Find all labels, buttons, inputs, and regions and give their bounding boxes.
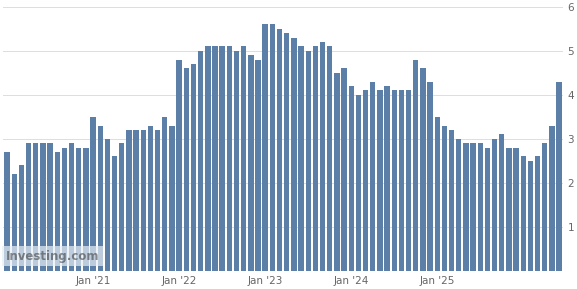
- Bar: [205, 46, 211, 271]
- Bar: [520, 156, 526, 271]
- Bar: [377, 90, 383, 271]
- Bar: [499, 134, 504, 271]
- Bar: [542, 143, 548, 271]
- Bar: [169, 125, 175, 271]
- Bar: [492, 139, 497, 271]
- Bar: [141, 130, 146, 271]
- Bar: [5, 152, 10, 271]
- Bar: [47, 143, 53, 271]
- Bar: [556, 81, 562, 271]
- Bar: [506, 147, 512, 271]
- Bar: [349, 86, 354, 271]
- Bar: [105, 139, 110, 271]
- Bar: [384, 86, 389, 271]
- Bar: [133, 130, 139, 271]
- Bar: [191, 64, 196, 271]
- Bar: [420, 68, 426, 271]
- Bar: [535, 156, 540, 271]
- Bar: [91, 117, 96, 271]
- Bar: [456, 139, 462, 271]
- Bar: [528, 161, 533, 271]
- Bar: [442, 125, 447, 271]
- Bar: [434, 117, 440, 271]
- Bar: [18, 165, 24, 271]
- Bar: [514, 147, 519, 271]
- Bar: [198, 51, 203, 271]
- Bar: [162, 117, 167, 271]
- Bar: [305, 51, 311, 271]
- Bar: [83, 147, 89, 271]
- Bar: [413, 60, 418, 271]
- Bar: [126, 130, 132, 271]
- Bar: [62, 147, 67, 271]
- Bar: [291, 38, 297, 271]
- Bar: [55, 152, 60, 271]
- Bar: [12, 174, 17, 271]
- Bar: [26, 143, 31, 271]
- Bar: [212, 46, 218, 271]
- Bar: [392, 90, 397, 271]
- Bar: [363, 90, 368, 271]
- Bar: [227, 46, 232, 271]
- Bar: [269, 24, 275, 271]
- Bar: [119, 143, 125, 271]
- Bar: [148, 125, 153, 271]
- Bar: [355, 95, 361, 271]
- Bar: [428, 81, 433, 271]
- Bar: [406, 90, 411, 271]
- Bar: [284, 33, 290, 271]
- Bar: [334, 73, 339, 271]
- Bar: [298, 46, 304, 271]
- Bar: [370, 81, 376, 271]
- Bar: [177, 60, 182, 271]
- Bar: [263, 24, 268, 271]
- Bar: [449, 130, 454, 271]
- Bar: [40, 143, 46, 271]
- Text: Investing.com: Investing.com: [6, 250, 99, 263]
- Bar: [313, 46, 318, 271]
- Bar: [485, 147, 490, 271]
- Bar: [399, 90, 404, 271]
- Bar: [112, 156, 117, 271]
- Bar: [327, 46, 332, 271]
- Bar: [342, 68, 347, 271]
- Bar: [320, 42, 325, 271]
- Bar: [234, 51, 239, 271]
- Bar: [76, 147, 81, 271]
- Bar: [33, 143, 39, 271]
- Bar: [219, 46, 225, 271]
- Bar: [478, 143, 483, 271]
- Bar: [277, 29, 282, 271]
- Bar: [549, 125, 554, 271]
- Bar: [69, 143, 74, 271]
- Bar: [248, 55, 253, 271]
- Bar: [241, 46, 246, 271]
- Bar: [98, 125, 103, 271]
- Bar: [255, 60, 261, 271]
- Bar: [470, 143, 476, 271]
- Bar: [463, 143, 469, 271]
- Bar: [183, 68, 189, 271]
- Bar: [155, 130, 160, 271]
